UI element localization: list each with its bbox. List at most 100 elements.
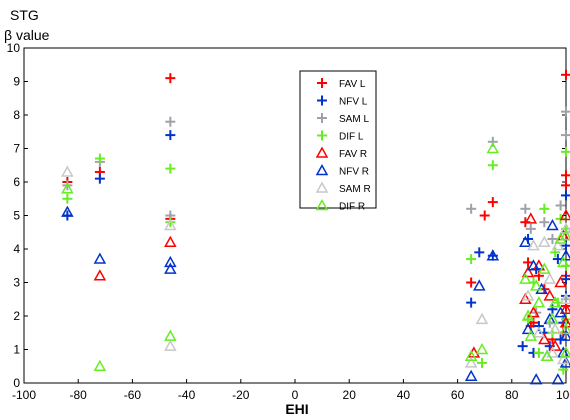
legend-label: NFV R xyxy=(339,167,369,178)
data-point-nfv-l xyxy=(165,130,176,141)
y-tick-label: 10 xyxy=(7,41,21,55)
x-tick-label: -40 xyxy=(178,388,196,402)
data-point-nfv-r xyxy=(61,205,74,217)
data-point-fav-r xyxy=(521,265,535,278)
data-point-fav-l xyxy=(561,180,570,191)
data-point-dif-l xyxy=(476,357,487,368)
data-point-nfv-r xyxy=(519,235,532,248)
data-point-dif-r xyxy=(524,329,538,341)
data-point-sam-r xyxy=(557,353,570,365)
data-point-fav-r xyxy=(559,208,570,221)
x-tick-label: -100 xyxy=(12,388,36,402)
data-point-nfv-r xyxy=(551,373,565,385)
data-point-fav-r xyxy=(543,289,557,301)
data-point-sam-r xyxy=(548,322,562,335)
legend-box xyxy=(299,70,377,209)
data-point-dif-r xyxy=(548,296,562,308)
data-point-nfv-l xyxy=(547,304,558,315)
legend-label: SAM L xyxy=(339,114,369,125)
y-tick-label: 0 xyxy=(13,376,20,390)
data-point-sam-l xyxy=(555,200,566,211)
data-point-dif-l xyxy=(62,193,73,204)
legend: FAV L NFV L SAM L DIF L FAV R NFV R SAM R DIF R xyxy=(299,70,377,213)
y-tick-label: 4 xyxy=(13,242,20,256)
data-point-sam-r xyxy=(527,239,540,251)
data-point-dif-r xyxy=(532,296,546,308)
legend-label: FAV L xyxy=(339,79,366,90)
data-point-nfv-l xyxy=(561,274,570,285)
data-point-fav-r xyxy=(538,332,551,345)
data-point-fav-r xyxy=(548,339,562,351)
data-point-sam-r xyxy=(532,326,546,338)
data-point-dif-r xyxy=(559,322,570,335)
data-point-sam-l xyxy=(539,217,550,228)
data-point-nfv-r xyxy=(546,219,559,231)
x-tick-label: 60 xyxy=(451,388,465,402)
x-tick-label: 100 xyxy=(556,388,570,402)
y-tick-label: 7 xyxy=(13,142,20,156)
data-point-dif-r xyxy=(521,309,535,321)
x-axis-label: EHI xyxy=(285,401,308,417)
data-point-dif-r xyxy=(93,359,107,371)
y-tick-label: 6 xyxy=(13,175,20,189)
x-tick-label: 0 xyxy=(292,388,299,402)
data-point-fav-l xyxy=(479,210,490,221)
legend-marker xyxy=(317,95,327,106)
data-point-sam-l xyxy=(487,136,498,147)
y-tick-label: 5 xyxy=(13,209,20,223)
data-point-fav-r xyxy=(164,235,177,248)
legend-label: DIF L xyxy=(339,132,364,143)
x-tick-label: -80 xyxy=(70,388,88,402)
data-point-nfv-r xyxy=(554,306,567,318)
data-point-fav-l xyxy=(561,69,570,80)
data-point-nfv-r xyxy=(473,279,486,291)
data-point-dif-l xyxy=(165,163,176,174)
y-tick-label: 8 xyxy=(13,108,20,122)
data-point-dif-r xyxy=(559,229,570,241)
data-point-sam-l xyxy=(561,130,570,141)
data-point-dif-l xyxy=(487,160,498,171)
data-point-nfv-r xyxy=(464,369,478,382)
data-point-fav-r xyxy=(559,302,570,315)
legend-label: NFV L xyxy=(339,97,368,108)
data-point-nfv-l xyxy=(474,247,485,258)
data-point-nfv-r xyxy=(93,252,107,264)
data-point-nfv-r xyxy=(164,255,177,268)
data-point-sam-l xyxy=(561,106,570,117)
data-point-fav-l xyxy=(487,197,498,208)
data-point-dif-r xyxy=(61,182,74,194)
data-point-nfv-l xyxy=(517,341,528,352)
data-point-fav-l xyxy=(561,170,570,181)
legend-marker xyxy=(315,146,329,158)
data-point-dif-r xyxy=(538,262,551,274)
data-point-dif-l xyxy=(165,217,176,228)
data-point-nfv-r xyxy=(535,282,548,294)
data-point-sam-l xyxy=(466,203,477,214)
data-point-fav-r xyxy=(93,269,107,281)
legend-marker xyxy=(317,130,327,141)
data-point-sam-l xyxy=(520,203,531,214)
data-point-sam-l xyxy=(547,233,558,244)
data-point-nfv-r xyxy=(486,249,500,261)
data-point-fav-r xyxy=(527,306,540,318)
data-point-sam-r xyxy=(464,356,478,368)
data-point-dif-r xyxy=(486,141,500,154)
data-point-sam-r xyxy=(546,346,559,358)
x-tick-label: 20 xyxy=(343,388,357,402)
data-point-sam-r xyxy=(559,222,570,234)
data-point-nfv-l xyxy=(561,190,570,201)
data-point-nfv-l xyxy=(94,173,105,184)
data-point-sam-r xyxy=(164,219,177,231)
data-point-dif-l xyxy=(533,347,544,358)
data-point-fav-l xyxy=(523,257,534,268)
data-point-sam-r xyxy=(61,165,74,177)
legend-label: SAM R xyxy=(339,184,371,195)
data-markers xyxy=(61,69,570,385)
data-point-dif-l xyxy=(539,203,550,214)
data-point-sam-l xyxy=(525,223,536,234)
x-ticks: -100 -80 -60 -40 -20 0 20 40 60 80 100 xyxy=(12,379,570,402)
data-point-sam-l xyxy=(62,180,73,191)
data-point-sam-r xyxy=(521,289,535,301)
chart-title-line-2: β value xyxy=(4,27,50,43)
